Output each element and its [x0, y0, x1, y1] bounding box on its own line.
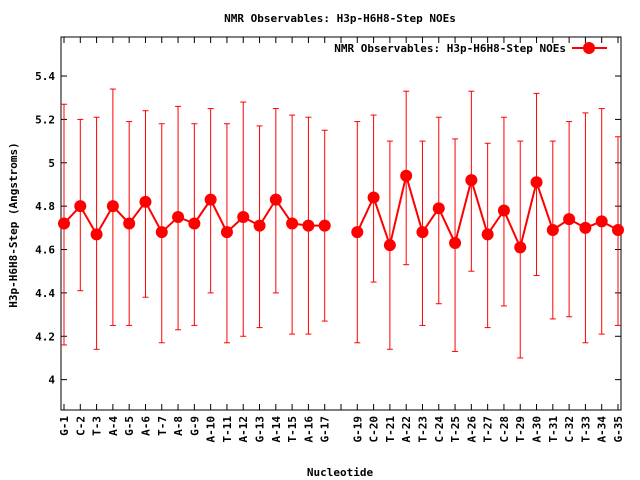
- data-point: [563, 213, 576, 226]
- x-tick-label: C-28: [498, 416, 511, 443]
- x-tick-label: C-2: [74, 416, 87, 436]
- y-tick-label: 5.4: [35, 70, 55, 83]
- data-point: [367, 191, 380, 204]
- y-tick-label: 4.6: [35, 244, 55, 257]
- data-point: [188, 217, 201, 230]
- data-point: [530, 176, 543, 189]
- x-tick-label: T-25: [449, 416, 462, 443]
- x-tick-label: A-4: [107, 416, 120, 436]
- data-point: [237, 210, 250, 223]
- data-point: [612, 224, 624, 237]
- x-tick-label: G-19: [351, 416, 364, 443]
- x-tick-label: C-24: [433, 416, 446, 443]
- x-tick-label: T-33: [579, 416, 592, 443]
- data-points: [58, 169, 624, 254]
- y-tick-label: 5: [48, 157, 55, 170]
- data-point: [74, 200, 87, 213]
- x-tick-label: T-7: [156, 416, 169, 436]
- y-axis-label: H3p-H6H8-Step (Angstroms): [7, 142, 20, 308]
- data-point: [204, 193, 217, 206]
- data-point: [416, 226, 429, 239]
- error-bars: [61, 88, 621, 359]
- data-point: [318, 219, 331, 232]
- x-tick-label: G-5: [123, 416, 136, 436]
- data-point: [58, 217, 70, 230]
- data-point: [106, 200, 119, 213]
- data-point: [351, 226, 364, 239]
- x-tick-label: T-3: [91, 416, 104, 436]
- data-point: [220, 226, 233, 239]
- data-point: [497, 204, 510, 217]
- y-tick-label: 4.8: [35, 200, 55, 213]
- x-axis: G-1 C-2 T-3 A-4 G-5 A-6 T-7 A-8 G-9 A-10 T-11 A-12 G…: [58, 37, 625, 443]
- x-tick-label: G-17: [319, 416, 332, 443]
- data-point: [481, 228, 494, 241]
- legend-label: NMR Observables: H3p-H6H8-Step NOEs: [334, 42, 566, 55]
- data-point: [90, 228, 103, 241]
- data-point: [155, 226, 168, 239]
- x-tick-label: G-13: [254, 416, 267, 443]
- y-tick-label: 4: [48, 374, 55, 387]
- x-tick-label: A-10: [205, 416, 218, 443]
- x-tick-label: A-12: [237, 416, 250, 443]
- legend: NMR Observables: H3p-H6H8-Step NOEs: [334, 42, 607, 55]
- x-tick-label: T-15: [286, 416, 299, 443]
- data-point: [123, 217, 136, 230]
- x-tick-label: T-27: [482, 416, 495, 443]
- x-tick-label: A-16: [302, 416, 315, 443]
- y-tick-label: 5.2: [35, 113, 55, 126]
- x-tick-label: G-35: [612, 416, 625, 443]
- x-tick-label: A-8: [172, 416, 185, 436]
- data-point: [302, 219, 315, 232]
- chart-title: NMR Observables: H3p-H6H8-Step NOEs: [224, 12, 456, 25]
- x-tick-label: G-9: [188, 416, 201, 436]
- x-tick-label: C-32: [563, 416, 576, 443]
- data-point: [253, 219, 266, 232]
- x-tick-label: T-11: [221, 416, 234, 443]
- x-tick-label: A-26: [465, 416, 478, 443]
- x-tick-label: T-29: [514, 416, 527, 443]
- x-tick-label: T-31: [547, 416, 560, 443]
- data-point: [432, 202, 445, 215]
- data-point: [465, 174, 478, 187]
- x-tick-label: T-21: [384, 416, 397, 443]
- y-tick-label: 4.2: [35, 330, 55, 343]
- x-tick-label: A-34: [596, 416, 609, 443]
- data-point: [579, 221, 592, 234]
- x-tick-label: C-20: [368, 416, 381, 443]
- data-point: [383, 239, 396, 252]
- x-tick-label: A-6: [139, 416, 152, 436]
- data-point: [172, 210, 185, 223]
- data-point: [400, 169, 413, 182]
- y-tick-label: 4.4: [35, 287, 55, 300]
- legend-marker: [583, 42, 595, 54]
- x-axis-label: Nucleotide: [307, 466, 374, 479]
- data-point: [449, 237, 462, 250]
- data-point: [595, 215, 608, 228]
- data-point: [286, 217, 299, 230]
- x-tick-label: G-1: [58, 416, 71, 436]
- x-tick-label: A-22: [400, 416, 413, 443]
- x-tick-label: T-23: [416, 416, 429, 443]
- data-point: [269, 193, 282, 206]
- data-point: [546, 224, 559, 237]
- data-point: [514, 241, 527, 254]
- data-point: [139, 195, 152, 208]
- x-tick-label: A-14: [270, 416, 283, 443]
- x-tick-label: A-30: [531, 416, 544, 443]
